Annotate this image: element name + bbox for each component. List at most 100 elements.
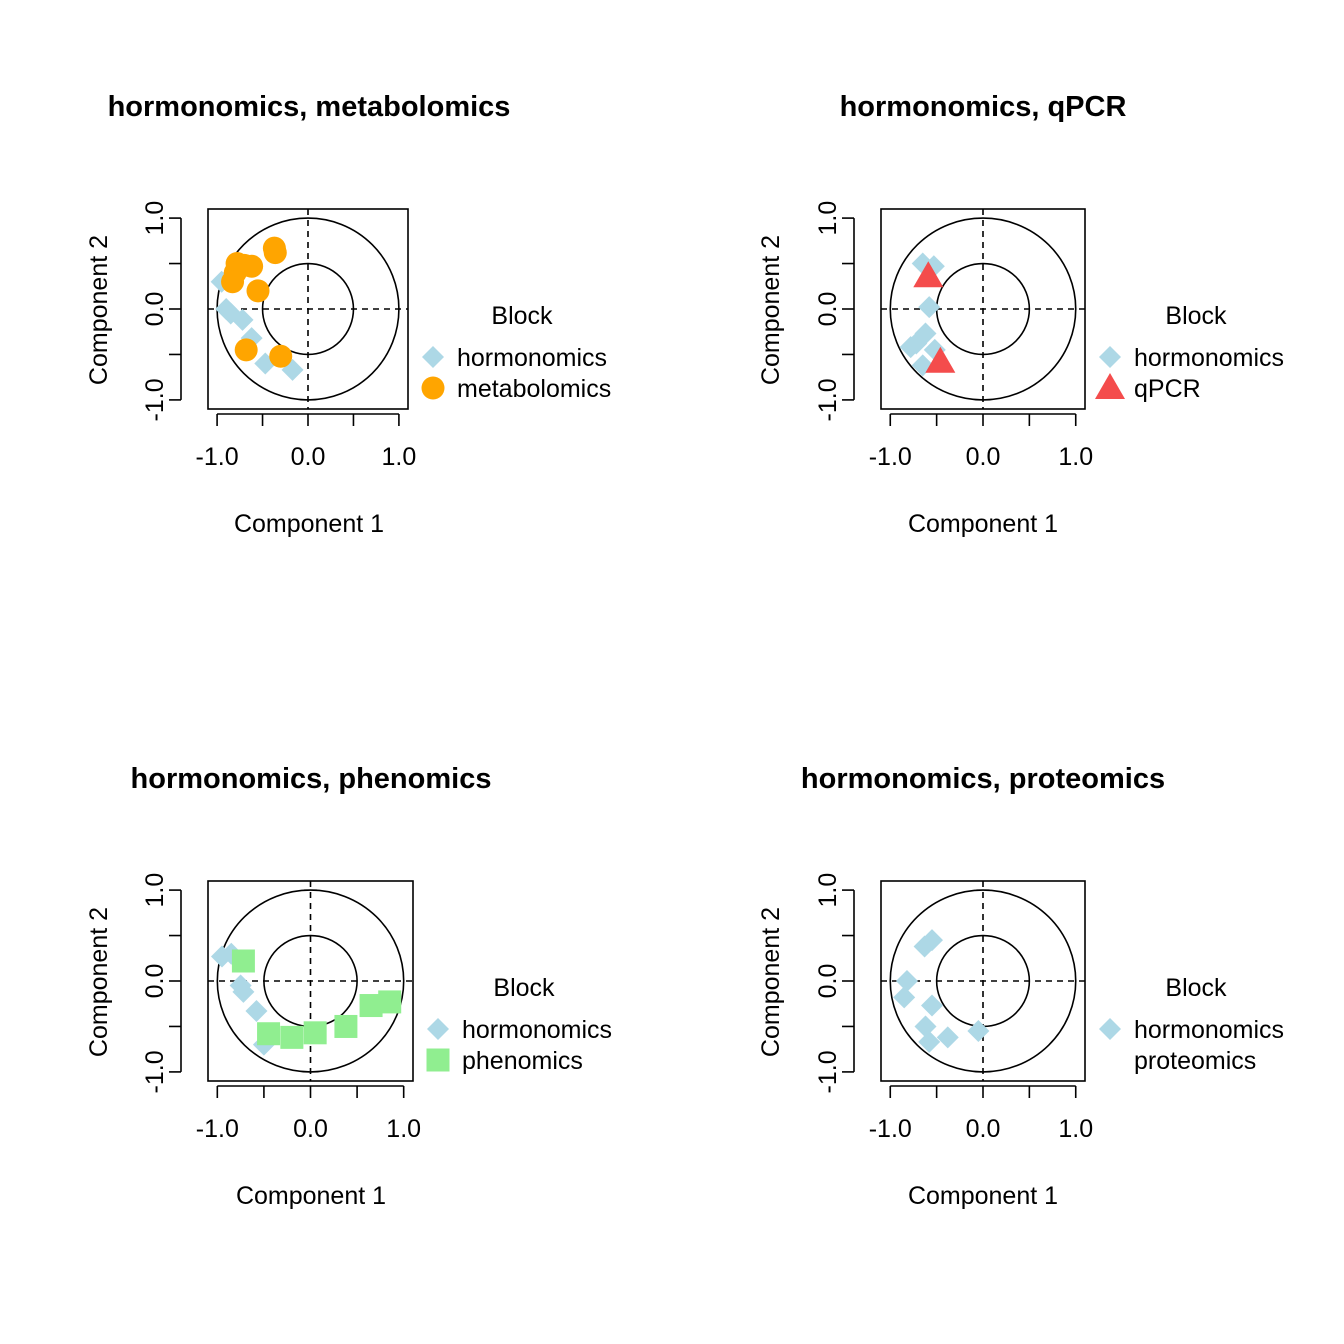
y-axis: -1.0 0.0 1.0 (141, 873, 182, 1093)
legend (421, 346, 445, 400)
data-point-metabolomics (246, 279, 270, 303)
legend (426, 1018, 450, 1072)
y-tick-label: -1.0 (814, 1050, 842, 1093)
x-tick-label: 0.0 (291, 443, 326, 471)
data-point-phenomics (257, 1022, 281, 1046)
legend-label: hormonomics (457, 344, 607, 372)
data-point-hormonomics (893, 986, 916, 1009)
y-axis-label: Component 2 (85, 235, 113, 385)
data-point-phenomics (231, 949, 255, 973)
data-point-hormonomics (899, 336, 922, 359)
x-tick-label: 1.0 (386, 1115, 421, 1143)
correlation-circle (216, 889, 405, 1073)
x-axis-label: Component 1 (236, 1182, 386, 1210)
y-tick-label: -1.0 (814, 378, 842, 421)
y-axis-label: Component 2 (85, 907, 113, 1057)
legend-symbol-hormonomics (427, 1018, 449, 1040)
data-point-hormonomics (245, 1000, 268, 1022)
panel-2: hormonomics, qPCR Component 1 Component … (757, 91, 1284, 538)
data-point-phenomics (280, 1025, 304, 1049)
y-axis-label: Component 2 (757, 907, 785, 1057)
plot-box (207, 880, 414, 1082)
panel-3: hormonomics, phenomics Component 1 Compo… (85, 763, 612, 1210)
legend-label: hormonomics (462, 1016, 612, 1044)
legend-label: proteomics (1134, 1047, 1256, 1075)
y-tick-label: 0.0 (814, 964, 842, 999)
y-tick-label: 0.0 (814, 292, 842, 327)
x-tick-label: 1.0 (1058, 1115, 1093, 1143)
x-tick-label: 1.0 (382, 443, 417, 471)
x-tick-label: 0.0 (966, 1115, 1001, 1143)
data-point-metabolomics (234, 338, 258, 362)
x-tick-label: -1.0 (869, 1115, 912, 1143)
x-axis-label: Component 1 (908, 510, 1058, 538)
data-point-hormonomics (921, 994, 943, 1017)
x-axis-label: Component 1 (908, 1182, 1058, 1210)
legend-label: metabolomics (457, 375, 611, 403)
data-point-hormonomics (914, 1015, 937, 1038)
legend-label: hormonomics (1134, 1016, 1284, 1044)
legend-title: Block (1165, 974, 1227, 1002)
x-axis-label: Component 1 (234, 510, 384, 538)
panel-1: hormonomics, metabolomics Component 1 Co… (85, 91, 611, 538)
x-axis: -1.0 0.0 1.0 (869, 1085, 1093, 1143)
legend-title: Block (1165, 302, 1227, 330)
legend-symbol-phenomics (426, 1048, 450, 1072)
x-tick-label: -1.0 (196, 443, 239, 471)
legend-title: Block (491, 302, 553, 330)
data-point-hormonomics (967, 1020, 990, 1042)
data-point-phenomics (378, 990, 402, 1014)
x-tick-label: 0.0 (966, 443, 1001, 471)
data-point-qPCR (925, 346, 956, 373)
data-point-metabolomics (263, 241, 287, 265)
x-axis: -1.0 0.0 1.0 (196, 413, 417, 471)
y-axis: -1.0 0.0 1.0 (141, 201, 182, 421)
y-tick-label: 1.0 (814, 201, 842, 236)
plot-area: -1.0 0.0 1.0 -1.0 0.0 1.0 (141, 873, 450, 1143)
y-axis: -1.0 0.0 1.0 (814, 201, 855, 421)
plot-box (880, 880, 1086, 1082)
legend-symbol-hormonomics (1099, 346, 1121, 368)
x-tick-label: -1.0 (196, 1115, 239, 1143)
data-point-metabolomics (221, 270, 245, 294)
legend-symbol-qPCR (1095, 373, 1125, 399)
data-point-metabolomics (240, 254, 264, 278)
legend-label: qPCR (1134, 375, 1201, 403)
correlation-circle (889, 217, 1077, 401)
legend (1095, 346, 1125, 399)
legend-label: hormonomics (1134, 344, 1284, 372)
data-point-qPCR (913, 261, 944, 288)
y-tick-label: 1.0 (814, 873, 842, 908)
correlation-circle (261, 262, 355, 356)
plot-area: -1.0 0.0 1.0 -1.0 0.0 1.0 (814, 201, 1125, 471)
data-point-phenomics (359, 994, 383, 1018)
panel-4: hormonomics, proteomics Component 1 Comp… (757, 763, 1284, 1210)
panel-title: hormonomics, qPCR (840, 91, 1127, 123)
plot-area: -1.0 0.0 1.0 -1.0 0.0 1.0 (814, 873, 1121, 1143)
x-tick-label: 1.0 (1058, 443, 1093, 471)
data-point-hormonomics (918, 1030, 941, 1053)
data-point-hormonomics (895, 970, 918, 992)
data-point-hormonomics (936, 1026, 959, 1049)
plot-box (207, 208, 409, 410)
panel-title: hormonomics, proteomics (801, 763, 1165, 795)
data-point-hormonomics (231, 308, 254, 331)
y-tick-label: 1.0 (141, 201, 169, 236)
legend-symbol-hormonomics (1099, 1018, 1121, 1040)
data-point-hormonomics (232, 980, 255, 1003)
plot-area: -1.0 0.0 1.0 -1.0 0.0 1.0 (141, 201, 445, 471)
data-point-metabolomics (269, 344, 293, 368)
data-point-phenomics (334, 1014, 358, 1038)
y-tick-label: -1.0 (141, 378, 169, 421)
x-tick-label: 0.0 (293, 1115, 328, 1143)
y-tick-label: 1.0 (141, 873, 169, 908)
y-tick-label: 0.0 (141, 964, 169, 999)
y-axis: -1.0 0.0 1.0 (814, 873, 855, 1093)
y-tick-label: 0.0 (141, 292, 169, 327)
legend (1099, 1018, 1121, 1040)
legend-label: phenomics (462, 1047, 583, 1075)
x-axis: -1.0 0.0 1.0 (196, 1085, 421, 1143)
plot-areas: -1.0 0.0 1.0 -1.0 0.0 1.0 -1.0 0.0 1.0 -1.0 0.0 1.0… (141, 201, 1125, 1143)
